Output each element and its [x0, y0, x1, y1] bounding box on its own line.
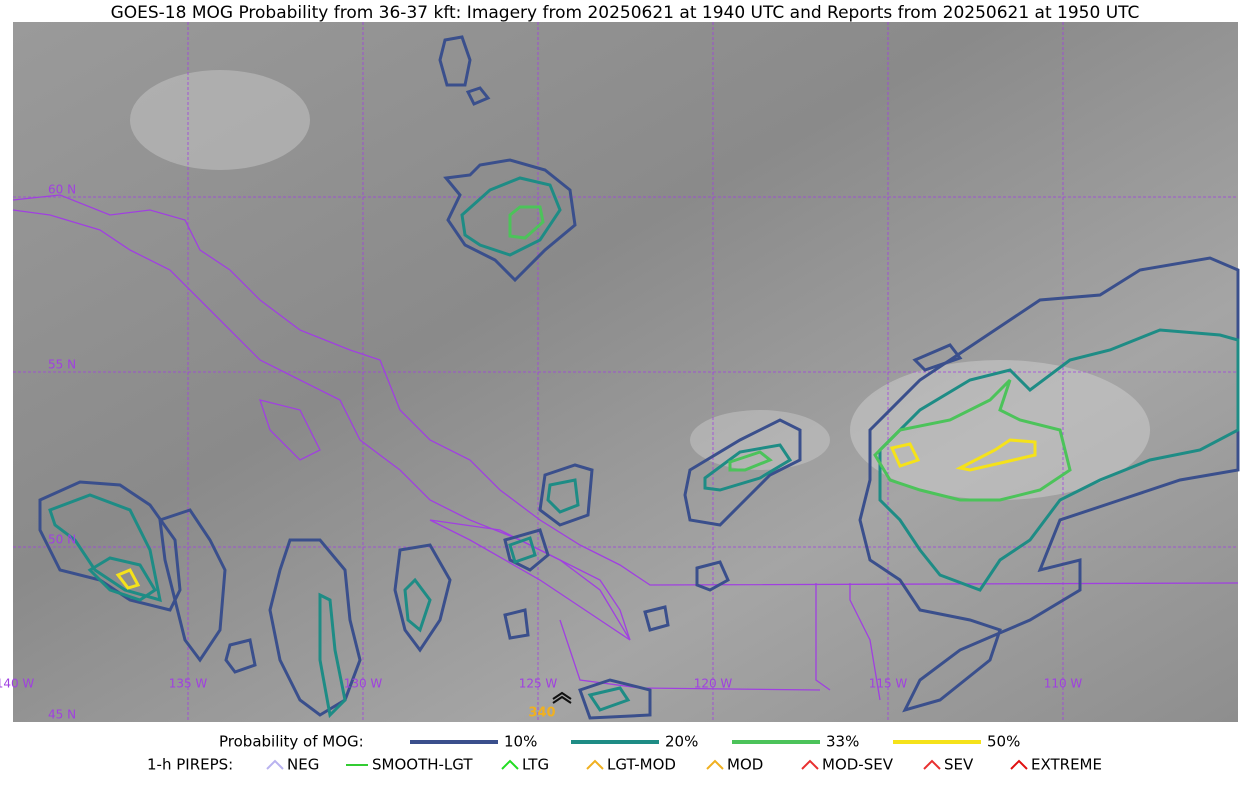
- cloud: [850, 360, 1150, 500]
- legend-label: NEG: [287, 756, 319, 774]
- longitude-label: 140 W: [0, 677, 34, 691]
- legend-label: 20%: [665, 733, 698, 751]
- probability-contours: [38, 35, 1240, 720]
- legend-label: LGT-MOD: [607, 756, 676, 774]
- report-label: 340: [528, 706, 555, 721]
- cloud: [130, 70, 310, 170]
- latitude-labels: 60 N 55 N 50 N 45 N: [48, 183, 76, 722]
- title: GOES-18 MOG Probability from 36-37 kft: …: [111, 3, 1140, 23]
- legend-label: 50%: [987, 733, 1020, 751]
- latitude-label: 55 N: [48, 358, 76, 372]
- latitude-label: 60 N: [48, 183, 76, 197]
- legend-label: MOD: [727, 756, 763, 774]
- longitude-labels: 140 W 135 W 130 W 125 W 120 W 115 W 110 W: [0, 677, 1082, 691]
- longitude-label: 125 W: [519, 677, 558, 691]
- map: 140 W 135 W 130 W 125 W 120 W 115 W 110 W 60 N…: [0, 22, 1240, 722]
- legend-label: SEV: [944, 756, 974, 774]
- latitude-label: 50 N: [48, 533, 76, 547]
- legend-label: 33%: [826, 733, 859, 751]
- legend-icon: [501, 759, 519, 770]
- longitude-label: 110 W: [1044, 677, 1083, 691]
- legend-icon: [923, 759, 941, 770]
- legend-icon: [586, 759, 604, 770]
- longitude-label: 130 W: [344, 677, 383, 691]
- legend-label: MOD-SEV: [822, 756, 894, 774]
- latitude-label: 45 N: [48, 708, 76, 722]
- longitude-label: 135 W: [169, 677, 208, 691]
- probability-legend: Probability of MOG: 10% 20% 33% 50%: [219, 733, 1020, 751]
- legend-title: 1-h PIREPS:: [147, 756, 233, 774]
- legend-label: LTG: [522, 756, 549, 774]
- longitude-label: 115 W: [869, 677, 908, 691]
- legend-icon: [801, 759, 819, 770]
- pirep-icon: [552, 691, 572, 704]
- legend-title: Probability of MOG:: [219, 733, 364, 751]
- legend-icon: [1010, 759, 1028, 770]
- legend-label: EXTREME: [1031, 756, 1102, 774]
- grid-lines: [13, 22, 1238, 722]
- pirep-legend: 1-h PIREPS: NEG SMOOTH-LGT LTG LGT-MOD MOD MOD…: [147, 756, 1102, 774]
- cloud: [690, 410, 830, 470]
- legend-icon: [266, 759, 284, 770]
- legend-label: 10%: [504, 733, 537, 751]
- legend-label: SMOOTH-LGT: [372, 756, 473, 774]
- legend-icon: [706, 759, 724, 770]
- longitude-label: 120 W: [694, 677, 733, 691]
